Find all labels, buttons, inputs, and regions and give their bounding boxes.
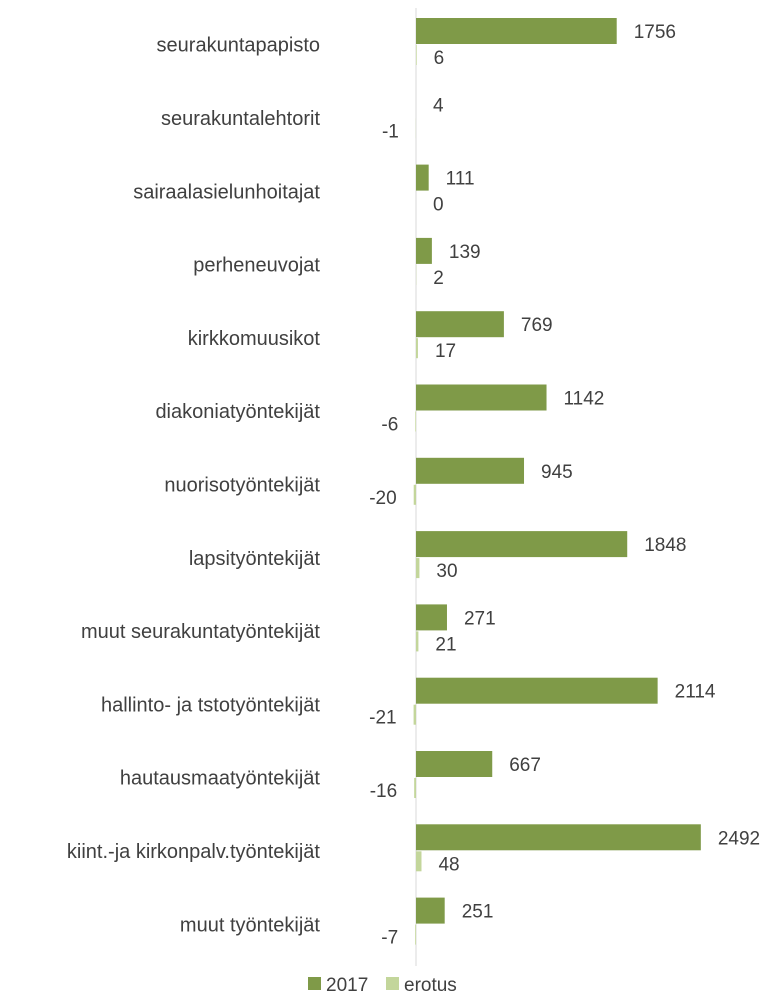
value-label-2017: 667 xyxy=(509,755,541,776)
category-label: kirkkomuusikot xyxy=(188,328,321,350)
value-label-erotus: -16 xyxy=(370,781,397,802)
value-label-2017: 1142 xyxy=(564,389,605,410)
value-label-2017: 1756 xyxy=(634,22,676,43)
value-label-erotus: 2 xyxy=(433,268,444,289)
category-label: nuorisotyöntekijät xyxy=(164,474,320,496)
category-label: hallinto- ja tstotyöntekijät xyxy=(101,694,320,716)
bar-erotus xyxy=(416,338,418,359)
value-label-2017: 111 xyxy=(446,169,475,190)
value-label-erotus: -6 xyxy=(381,415,398,436)
bar-erotus xyxy=(414,778,416,798)
legend-label-2017: 2017 xyxy=(326,975,368,996)
legend: 2017 erotus xyxy=(308,975,457,996)
category-label: lapsityöntekijät xyxy=(189,548,321,570)
category-label: seurakuntapapisto xyxy=(157,35,320,57)
value-label-erotus: 48 xyxy=(438,854,459,875)
category-label: sairaalasielunhoitajat xyxy=(133,181,320,203)
bar-2017 xyxy=(416,384,547,411)
value-label-erotus: 30 xyxy=(436,561,457,582)
value-label-2017: 2492 xyxy=(718,828,760,849)
bar-2017 xyxy=(416,311,504,338)
value-label-2017: 2114 xyxy=(675,682,716,703)
value-label-erotus: -1 xyxy=(382,121,399,142)
bar-erotus xyxy=(416,558,420,579)
value-label-2017: 1848 xyxy=(644,535,686,556)
bar-2017 xyxy=(416,164,429,191)
category-label: muut seurakuntatyöntekijät xyxy=(81,621,320,643)
value-label-erotus: 0 xyxy=(433,195,444,216)
chart-marks: seurakuntapapisto 1756 6 seurakuntalehtorit… xyxy=(67,18,760,949)
bar-2017 xyxy=(416,18,617,44)
value-label-2017: 769 xyxy=(521,315,553,336)
bar-2017 xyxy=(416,824,701,851)
category-label: perheneuvojat xyxy=(193,255,320,277)
value-label-2017: 271 xyxy=(464,608,496,629)
value-label-erotus: 6 xyxy=(434,48,445,69)
legend-label-erotus: erotus xyxy=(404,975,457,996)
bar-erotus xyxy=(416,851,422,872)
bar-erotus xyxy=(413,484,416,505)
bar-erotus xyxy=(416,45,417,65)
bar-2017 xyxy=(416,751,493,777)
bar-erotus xyxy=(415,411,416,432)
bar-erotus xyxy=(413,704,416,725)
category-label: kiint.-ja kirkonpalv.työntekijät xyxy=(67,841,321,863)
value-label-erotus: 21 xyxy=(435,634,456,655)
value-label-2017: 139 xyxy=(449,242,481,263)
value-label-erotus: -7 xyxy=(381,928,398,949)
bar-2017 xyxy=(416,531,628,558)
category-label: seurakuntalehtorit xyxy=(161,108,320,130)
category-label: diakoniatyöntekijät xyxy=(155,401,320,423)
value-label-2017: 4 xyxy=(433,95,444,116)
value-label-erotus: 17 xyxy=(435,341,456,362)
bar-erotus xyxy=(415,924,416,945)
value-label-2017: 945 xyxy=(541,462,573,483)
bar-2017 xyxy=(416,237,432,264)
bar-2017 xyxy=(416,677,658,704)
bar-2017 xyxy=(416,457,525,484)
value-label-2017: 251 xyxy=(462,902,494,923)
bar-2017 xyxy=(416,604,447,631)
value-label-erotus: -21 xyxy=(369,708,396,729)
category-label: hautausmaatyöntekijät xyxy=(120,768,321,790)
value-label-erotus: -20 xyxy=(369,488,396,509)
category-label: muut työntekijät xyxy=(180,914,321,936)
legend-swatch-2017 xyxy=(308,977,321,990)
bar-2017 xyxy=(416,897,445,924)
legend-swatch-erotus xyxy=(386,977,399,990)
bar-erotus xyxy=(416,631,419,652)
